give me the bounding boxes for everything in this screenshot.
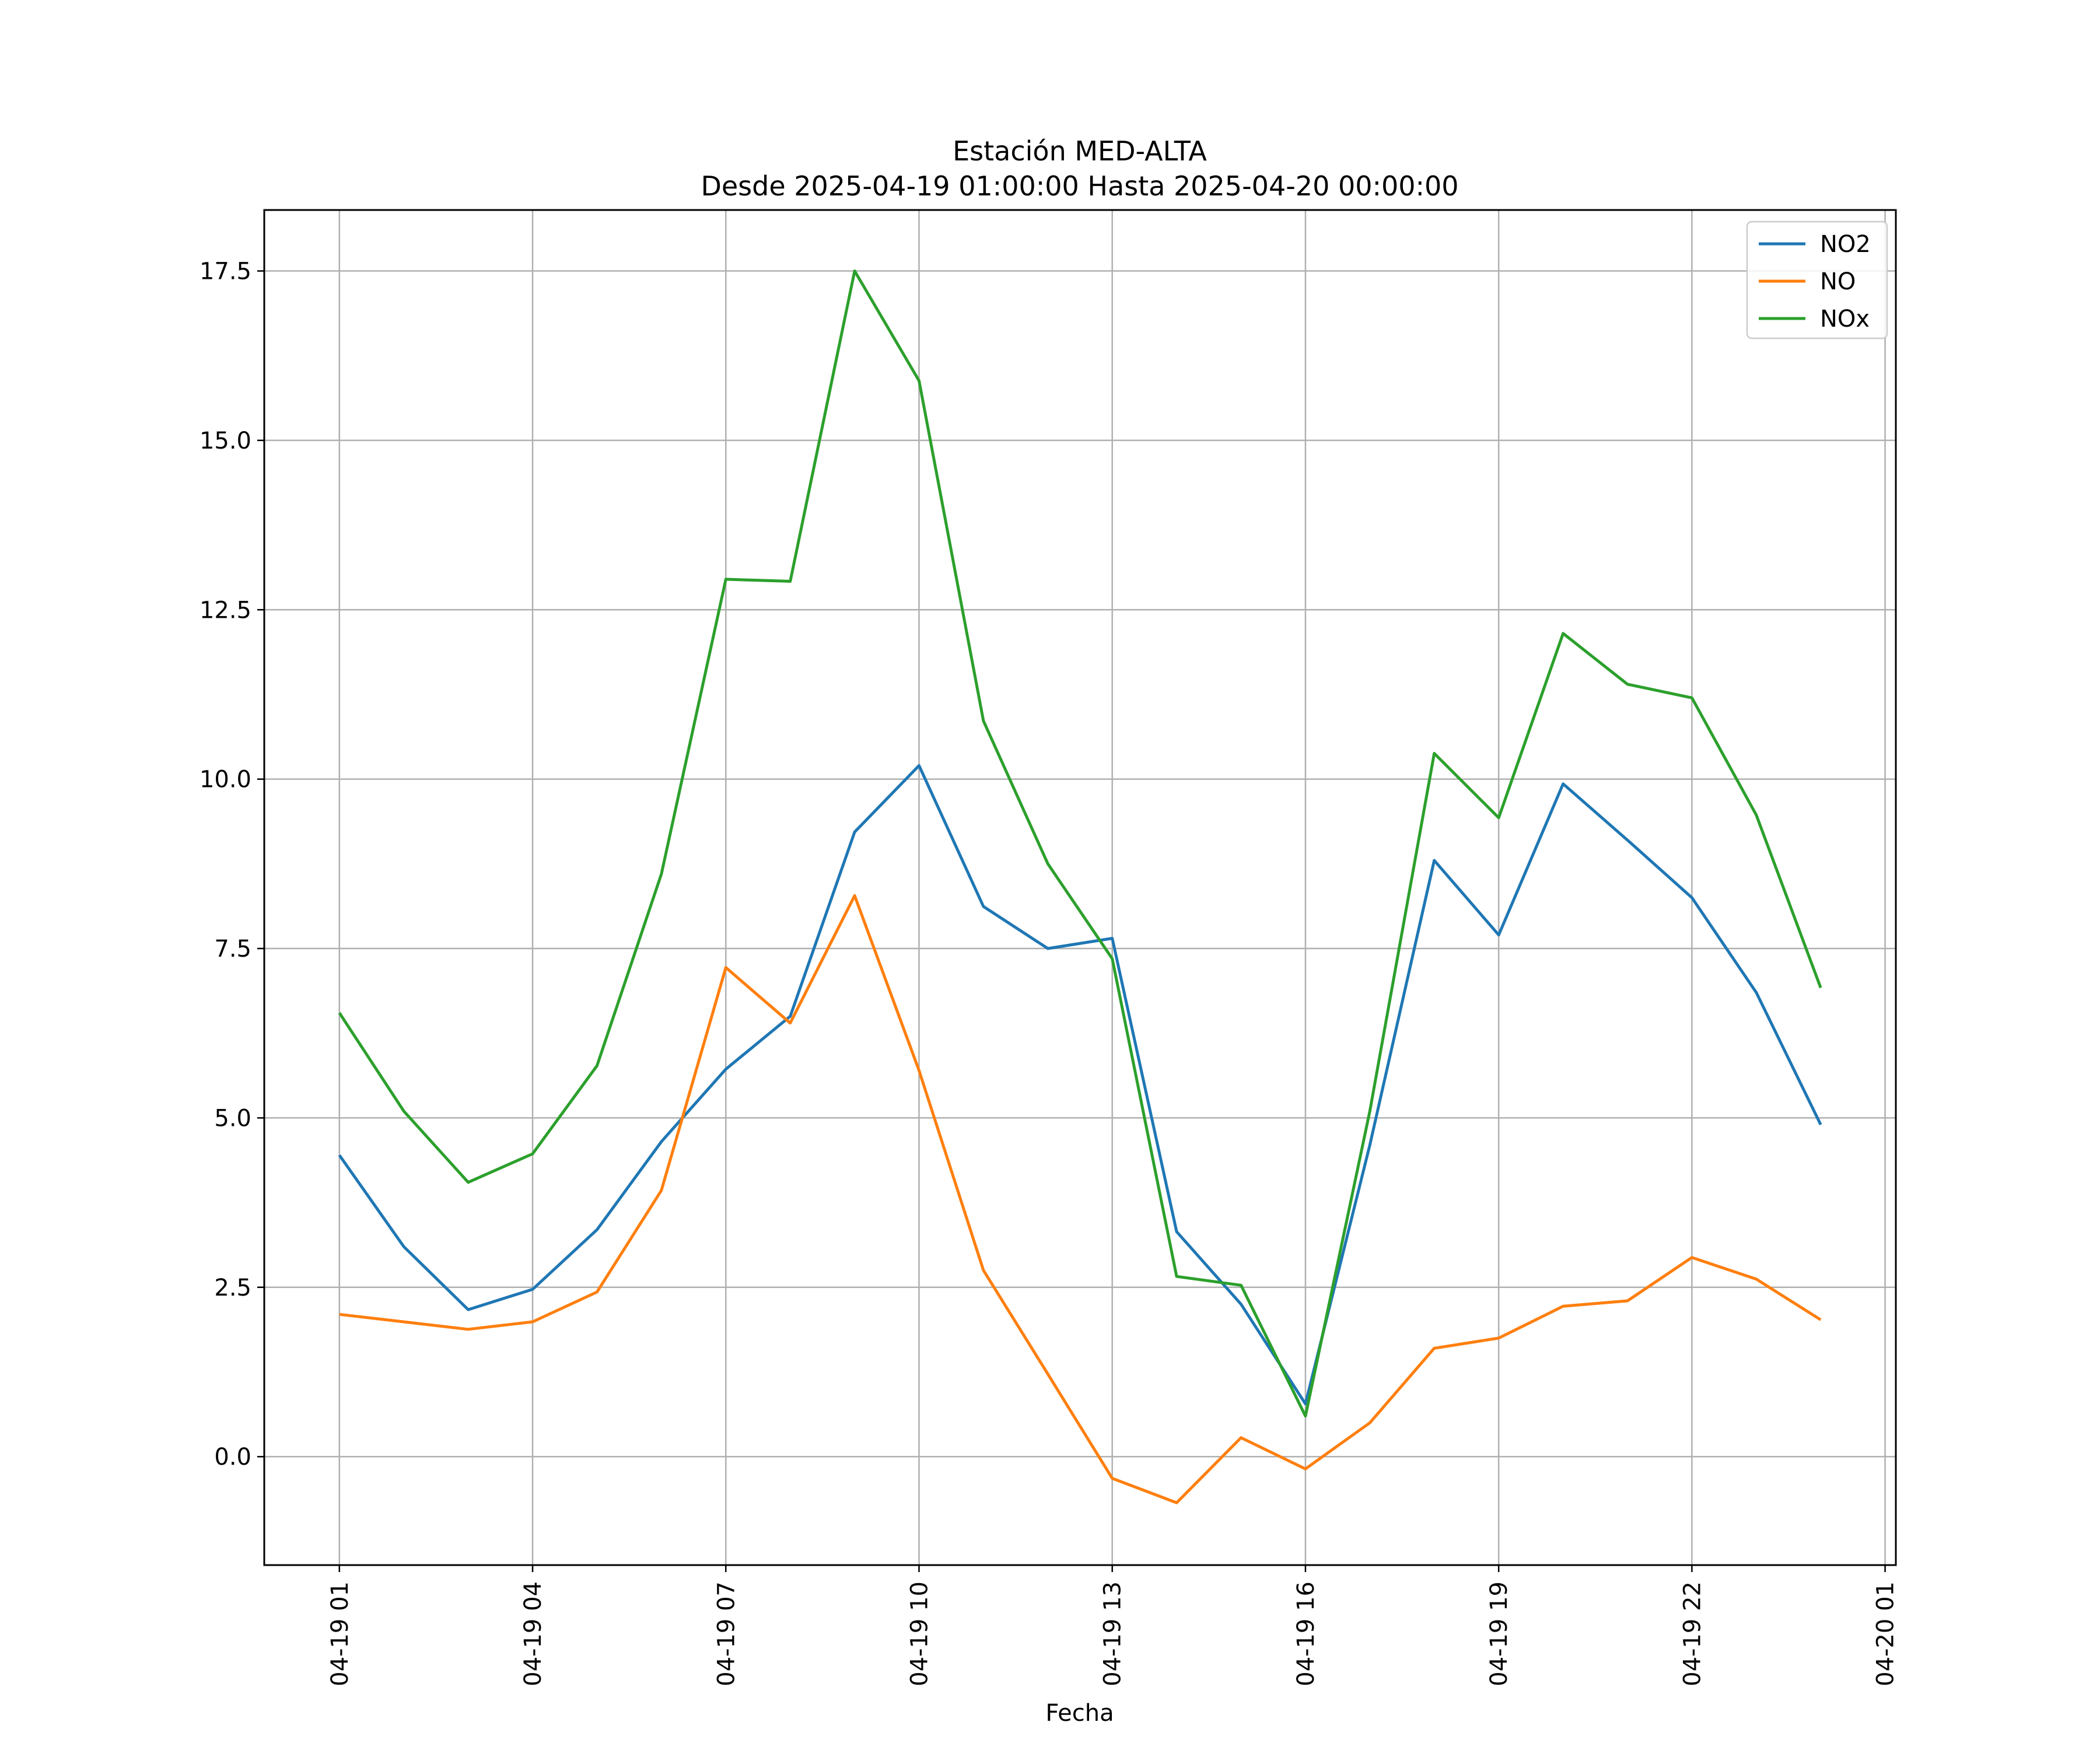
- grid: [264, 210, 1896, 1565]
- legend-label-no: NO: [1820, 268, 1856, 295]
- series-line-nox: [338, 270, 1822, 1418]
- legend-label-no2: NO2: [1820, 231, 1871, 258]
- y-tick-label: 10.0: [200, 766, 251, 793]
- legend-box: [1746, 220, 1888, 340]
- x-tick-label: 04-20 01: [1873, 1581, 1899, 1686]
- plot-frame: [263, 209, 1897, 1566]
- legend-label-nox: NOx: [1820, 306, 1870, 332]
- y-tick-label: 7.5: [214, 936, 251, 963]
- x-tick-label: 04-19 10: [906, 1581, 933, 1686]
- tick-labels: 04-19 01 04-19 04 04-19 07 04-19 10 04-19 13…: [200, 258, 1899, 1686]
- x-tick-label: 04-19 22: [1679, 1581, 1706, 1686]
- series-lines: [338, 270, 1822, 1504]
- axes: [257, 209, 1897, 1572]
- x-tick-label: 04-19 07: [713, 1581, 740, 1686]
- x-tick-label: 04-19 19: [1486, 1581, 1513, 1686]
- x-tick-label: 04-19 04: [520, 1581, 547, 1686]
- y-tick-label: 15.0: [200, 428, 251, 454]
- y-tick-label: 2.5: [214, 1275, 251, 1301]
- series-line-no2: [338, 764, 1822, 1406]
- x-tick-label: 04-19 16: [1293, 1581, 1320, 1686]
- chart-subtitle: Desde 2025-04-19 01:00:00 Hasta 2025-04-…: [701, 170, 1458, 202]
- x-tick-label: 04-19 13: [1100, 1581, 1126, 1686]
- y-tick-label: 17.5: [200, 258, 251, 285]
- series-line-no: [339, 894, 1822, 1504]
- x-tick-label: 04-19 01: [327, 1581, 354, 1686]
- chart-title: Estación MED-ALTA: [953, 135, 1207, 167]
- y-tick-label: 0.0: [214, 1444, 251, 1471]
- x-axis-label: Fecha: [1045, 1700, 1114, 1727]
- y-tick-label: 12.5: [200, 597, 251, 624]
- y-tick-label: 5.0: [214, 1105, 251, 1132]
- legend: NO2 NO NOx: [1746, 220, 1888, 340]
